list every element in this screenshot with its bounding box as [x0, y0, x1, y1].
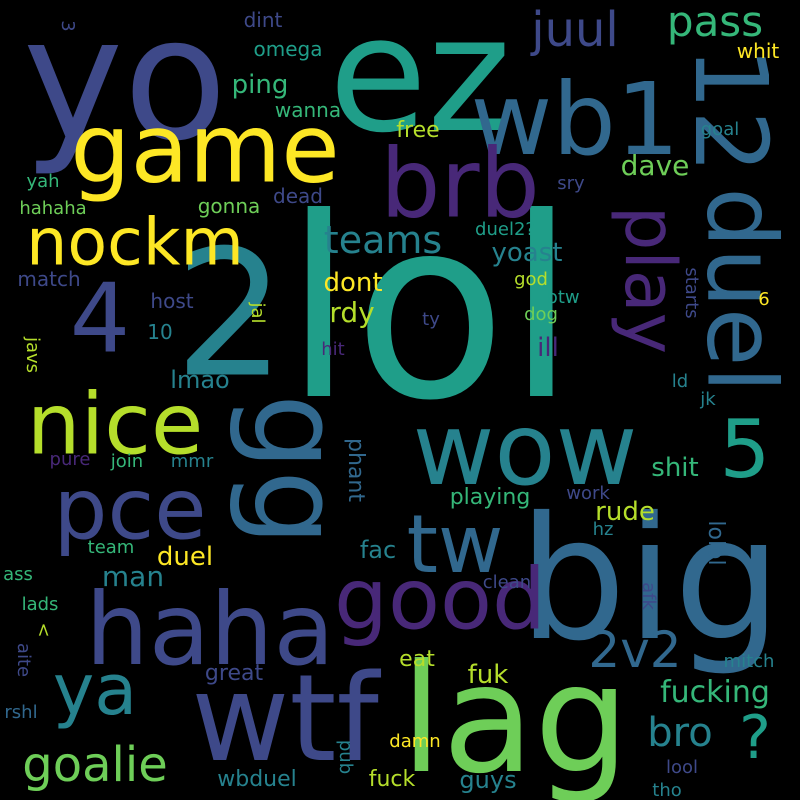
- word-brb: brb: [380, 129, 540, 240]
- word-good: good: [334, 550, 546, 650]
- word-ass: ass: [3, 564, 33, 585]
- word-phant: phant: [343, 438, 368, 502]
- word-bro: bro: [647, 710, 713, 756]
- word-mitch: mitch: [723, 651, 775, 672]
- word-ez: ez: [328, 0, 512, 168]
- word-pure: pure: [49, 449, 91, 470]
- word-duel: duel: [685, 187, 796, 393]
- word-game: game: [70, 94, 340, 205]
- word-juul: juul: [531, 2, 619, 58]
- word-wb1: wb1: [470, 61, 680, 178]
- word-playing: playing: [449, 485, 531, 510]
- word-dont: dont: [323, 268, 383, 298]
- word-duel2: duel2?: [475, 219, 535, 240]
- word-damn: damn: [389, 731, 441, 752]
- word-starts: starts: [681, 267, 702, 319]
- word-shit: shit: [651, 453, 699, 483]
- word-dint: dint: [243, 8, 283, 32]
- word-question: ?: [739, 703, 771, 773]
- word-free: free: [396, 118, 440, 143]
- word-team: team: [87, 537, 135, 558]
- word-teams: teams: [323, 218, 443, 262]
- word-hz: hz: [592, 519, 614, 540]
- word-rude: rude: [595, 497, 655, 527]
- word-lag: lag: [400, 633, 630, 800]
- word-hit: hit: [321, 339, 345, 360]
- word-afk: afk: [638, 582, 659, 610]
- word-work: work: [566, 483, 610, 504]
- word-jal: jal: [247, 302, 268, 324]
- word-nice: nice: [26, 375, 204, 475]
- word-rdy: rdy: [329, 296, 375, 329]
- word-lads: lads: [21, 594, 59, 615]
- word-god: god: [514, 269, 548, 290]
- word-guys: guys: [459, 766, 517, 794]
- word-dave: dave: [620, 149, 690, 182]
- word-wtf: wtf: [191, 650, 379, 789]
- word-hahaha: hahaha: [19, 198, 87, 219]
- word-lolol: lolol: [703, 520, 728, 566]
- word-goal: goal: [700, 119, 740, 140]
- word-nockm: nockm: [26, 205, 244, 281]
- word-mmr: mmr: [170, 451, 214, 472]
- word-match: match: [17, 267, 81, 291]
- word-btw: btw: [546, 287, 580, 308]
- word-tho: tho: [652, 780, 682, 800]
- word-javs: javs: [22, 336, 43, 374]
- word-yo: yo: [22, 0, 228, 179]
- word-join: join: [110, 451, 144, 472]
- word-pub: pub: [335, 739, 356, 775]
- word-less-than: <: [33, 622, 54, 638]
- word-lmao: lmao: [170, 366, 230, 394]
- word-5: 5: [719, 403, 771, 496]
- word-gonna: gonna: [197, 194, 261, 218]
- word-lool: lool: [665, 757, 699, 778]
- word-2v2: 2v2: [588, 621, 682, 679]
- word-2: 2: [174, 213, 286, 417]
- word-haha: haha: [85, 571, 335, 688]
- word-wow: wow: [412, 391, 638, 508]
- word-man: man: [101, 560, 165, 593]
- word-ping: ping: [231, 70, 289, 100]
- word-omega: omega: [253, 37, 323, 61]
- word-3: 3: [57, 20, 78, 32]
- word-pass: pass: [666, 0, 764, 46]
- word-jk: jk: [700, 389, 716, 410]
- word-yah: yah: [26, 171, 60, 192]
- word-pce: pce: [53, 460, 207, 560]
- word-dead: dead: [273, 184, 323, 208]
- word-12: 12: [672, 46, 789, 174]
- word-ya: ya: [52, 649, 138, 731]
- word-clean: clean: [482, 572, 532, 593]
- word-fuk: fuk: [467, 660, 509, 690]
- word-fac: fac: [359, 536, 397, 564]
- word-play: play: [609, 205, 691, 355]
- word-6: 6: [758, 289, 770, 310]
- word-rshl: rshl: [4, 702, 38, 723]
- word-gg: gg: [226, 393, 365, 547]
- word-dog: dog: [524, 304, 558, 325]
- word-4: 4: [69, 264, 131, 375]
- word-duel-small: duel: [156, 542, 214, 572]
- word-wbduel: wbduel: [217, 767, 297, 792]
- word-fucking: fucking: [660, 675, 770, 710]
- word-lol: lol: [284, 164, 576, 455]
- word-whit: whit: [736, 39, 780, 63]
- word-eat: eat: [399, 647, 435, 672]
- word-ld: ld: [671, 371, 689, 392]
- word-big: big: [518, 481, 782, 679]
- word-wanna: wanna: [274, 98, 342, 122]
- word-ty: ty: [422, 309, 440, 330]
- word-fuck: fuck: [368, 767, 416, 792]
- word-sry: sry: [557, 173, 585, 194]
- word-goalie: goalie: [22, 737, 168, 793]
- word-ill: ill: [537, 333, 559, 363]
- word-yoast: yoast: [491, 238, 563, 268]
- word-10: 10: [147, 320, 173, 344]
- word-tw: tw: [406, 498, 504, 591]
- word-aite: aite: [13, 642, 34, 678]
- word-host: host: [150, 289, 194, 313]
- word-great: great: [204, 661, 264, 686]
